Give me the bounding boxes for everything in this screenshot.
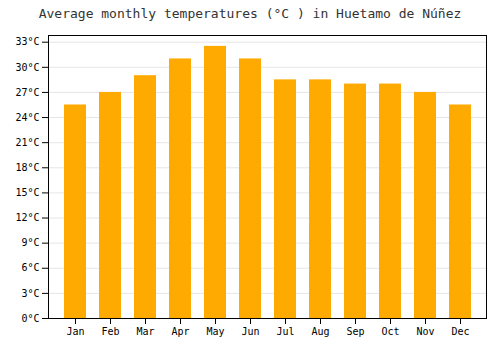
svg-text:9°C: 9°C: [21, 237, 39, 248]
svg-text:Jul: Jul: [276, 326, 294, 337]
svg-text:30°C: 30°C: [15, 62, 39, 73]
svg-text:21°C: 21°C: [15, 137, 39, 148]
svg-text:Oct: Oct: [381, 326, 399, 337]
svg-text:18°C: 18°C: [15, 162, 39, 173]
svg-text:15°C: 15°C: [15, 187, 39, 198]
svg-text:May: May: [206, 326, 224, 337]
svg-text:6°C: 6°C: [21, 262, 39, 273]
svg-text:Aug: Aug: [311, 326, 329, 337]
svg-text:Jan: Jan: [66, 326, 84, 337]
html-text:Average monthly temperatures (: Average monthly temperatures (°C ) in Hu…: [38, 6, 462, 21]
svg-text:Jun: Jun: [241, 326, 259, 337]
svg-text:Nov: Nov: [416, 326, 434, 337]
svg-text:24°C: 24°C: [15, 112, 39, 123]
svg-text:Mar: Mar: [136, 326, 154, 337]
svg-text:33°C: 33°C: [15, 36, 39, 47]
svg-text:Dec: Dec: [451, 326, 469, 337]
svg-text:27°C: 27°C: [15, 87, 39, 98]
svg-text:Apr: Apr: [171, 326, 189, 337]
svg-text:12°C: 12°C: [15, 212, 39, 223]
svg-text:Sep: Sep: [346, 326, 364, 337]
svg-text:Feb: Feb: [101, 326, 119, 337]
svg-text:3°C: 3°C: [21, 288, 39, 299]
svg-text:0°C: 0°C: [21, 313, 39, 324]
